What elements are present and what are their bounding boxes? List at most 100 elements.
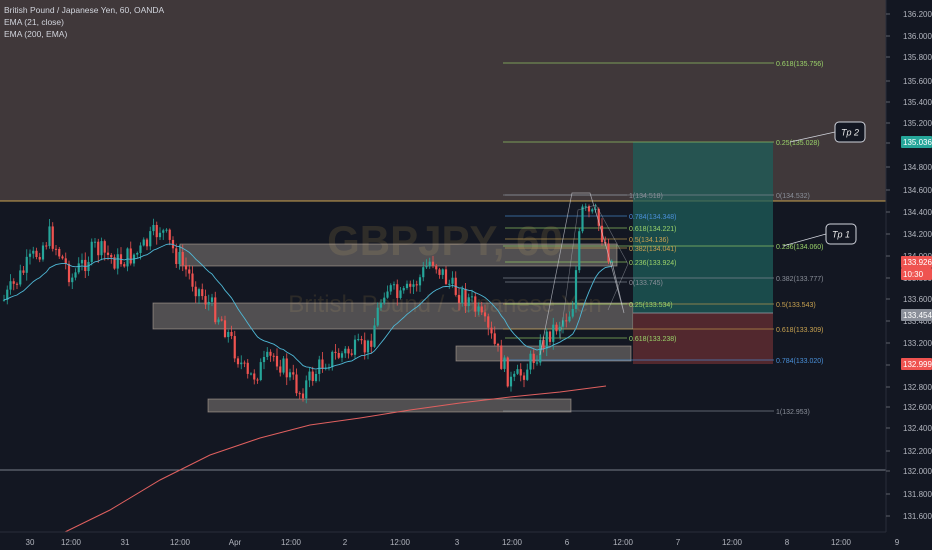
fib-level-label: 0.784(134.348) — [629, 214, 676, 221]
candle-body — [451, 277, 454, 284]
long-position-tool[interactable] — [633, 142, 773, 364]
time-tick-label: 12:00 — [831, 538, 852, 547]
candle-body — [197, 289, 201, 297]
fib-level-label: 0.25(133.534) — [629, 302, 673, 309]
time-tick-label: 9 — [895, 538, 900, 547]
time-tick-label: 12:00 — [281, 538, 302, 547]
candle-body — [74, 272, 77, 278]
candle-body — [155, 224, 158, 238]
candle-body — [370, 340, 373, 347]
candle-body — [435, 265, 438, 270]
candle-body — [340, 353, 344, 358]
price-tick-label: 131.600 — [903, 512, 932, 521]
candle-body — [233, 336, 236, 359]
candle-body — [503, 357, 506, 369]
candle-body — [344, 348, 347, 354]
time-axis[interactable]: 30 12:00 31 12:00 Apr 12:00 2 12:00 3 12:00 6 12:00… — [26, 538, 900, 547]
candle-body — [184, 265, 188, 270]
candle-body — [305, 380, 308, 399]
candle-body — [249, 373, 253, 375]
price-tick-label: 135.200 — [903, 119, 932, 128]
candle-body — [402, 288, 405, 291]
candle-body — [214, 297, 217, 323]
candle-body — [236, 358, 240, 365]
fib-level-label: 1(132.953) — [776, 409, 810, 416]
candle-body — [519, 369, 522, 376]
candle-body — [188, 269, 191, 274]
price-tick-label: 135.400 — [903, 98, 932, 107]
candle-body — [230, 331, 233, 337]
candle-body — [493, 333, 496, 344]
candle-body — [100, 241, 103, 256]
chart-legend: British Pound / Japanese Yen, 60, OANDA … — [4, 4, 164, 40]
candle-body — [58, 248, 61, 257]
price-axis[interactable]: 136.200 136.000 135.800 135.600 135.400 135.2… — [886, 10, 932, 521]
candle-body — [246, 362, 249, 374]
price-tick-label: 134.400 — [903, 208, 932, 217]
time-tick-label: 12:00 — [61, 538, 82, 547]
candle-body — [405, 283, 409, 289]
candle-body — [568, 316, 571, 322]
candle-body — [207, 301, 210, 305]
candle-body — [48, 226, 51, 247]
candle-body — [71, 277, 74, 283]
fib-level-label: 0.5(134.136) — [629, 237, 669, 244]
candle-body — [90, 241, 93, 262]
candle-body — [308, 371, 311, 381]
candle-body — [516, 369, 519, 374]
candle-body — [496, 343, 500, 346]
price-tick-label: 132.200 — [903, 447, 932, 456]
price-badge: 10:30 — [901, 268, 932, 280]
symbol-title[interactable]: British Pound / Japanese Yen, 60, OANDA — [4, 5, 165, 15]
price-badge: 132.999 — [901, 358, 932, 370]
candle-body — [243, 362, 246, 364]
callout-tp1[interactable]: Tp 1 — [782, 223, 857, 247]
candle-body — [337, 352, 340, 358]
candle-body — [103, 241, 106, 253]
candle-body — [292, 372, 295, 375]
candle-body — [93, 241, 97, 243]
candle-body — [123, 264, 126, 267]
candle-body — [136, 252, 139, 255]
candle-body — [470, 296, 474, 298]
candle-body — [77, 263, 80, 273]
callouts[interactable]: Tp 2 Tp 1 — [782, 121, 866, 247]
fibonacci-tools[interactable]: 0.618(135.756) 0.25(135.028) 0(134.532) 0.2… — [503, 61, 823, 416]
candle-body — [149, 231, 152, 247]
price-badge: 135.036 — [901, 136, 932, 148]
price-tick-label: 132.600 — [903, 403, 932, 412]
candle-body — [425, 266, 428, 268]
candle-body — [38, 257, 41, 260]
time-tick-label: 30 — [26, 538, 35, 547]
ema-short-label[interactable]: EMA (21, close) — [4, 17, 64, 27]
candle-body — [152, 224, 155, 232]
time-tick-label: 12:00 — [613, 538, 634, 547]
candle-body — [522, 375, 526, 380]
price-tick-label: 132.400 — [903, 424, 932, 433]
fib-level-label: 0.5(133.543) — [776, 302, 816, 309]
candle-body — [509, 376, 513, 387]
price-tick-label: 135.600 — [903, 77, 932, 86]
callout-label: Tp 2 — [841, 128, 859, 138]
candle-body — [61, 256, 64, 259]
support-resistance-boxes — [152, 243, 634, 413]
ema-long-label[interactable]: EMA (200, EMA) — [4, 29, 68, 39]
zone-box — [179, 243, 618, 267]
candle-body — [64, 258, 67, 264]
candle-body — [594, 208, 597, 210]
candle-body — [97, 241, 100, 256]
candle-body — [360, 339, 363, 341]
candle-body — [262, 356, 266, 363]
candle-body — [428, 261, 431, 267]
candle-body — [116, 254, 119, 269]
candle-body — [12, 281, 15, 284]
loss-zone — [633, 313, 773, 364]
candle-body — [314, 373, 318, 382]
candle-body — [561, 320, 565, 327]
time-tick-label: 12:00 — [502, 538, 523, 547]
candle-body — [266, 351, 269, 357]
price-tick-label: 131.800 — [903, 490, 932, 499]
callout-tp2[interactable]: Tp 2 — [789, 121, 866, 143]
